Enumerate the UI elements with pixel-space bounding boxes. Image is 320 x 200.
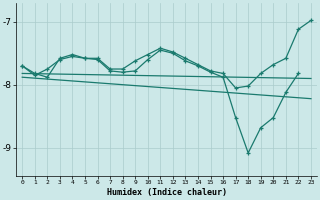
X-axis label: Humidex (Indice chaleur): Humidex (Indice chaleur) <box>107 188 227 197</box>
